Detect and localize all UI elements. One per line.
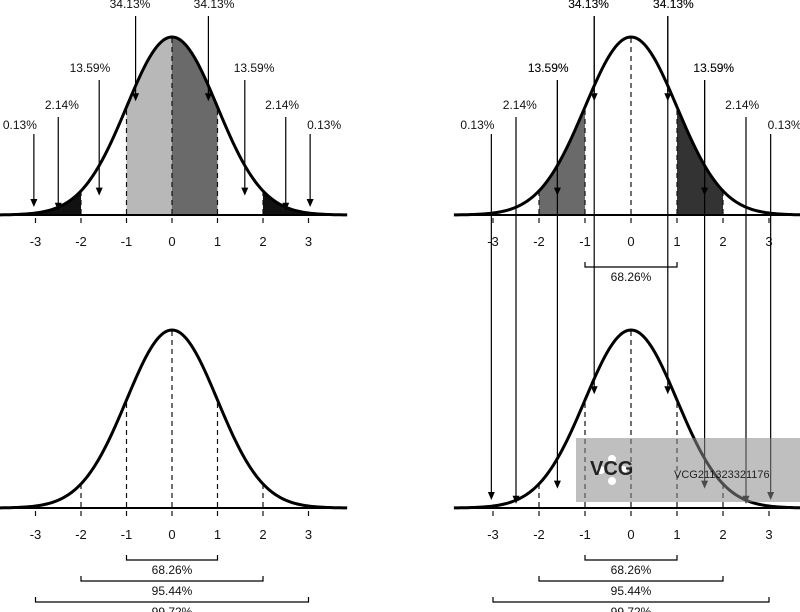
watermark-logo-icon: [597, 455, 627, 485]
chart-panel-top-right: -3 -2 -1 0 1 2 3 13.59% 34.13% 34.13% 13.59% 68.26%: [453, 0, 800, 284]
x-tick-label: 3: [305, 527, 312, 542]
x-tick-label: -1: [579, 527, 591, 542]
annotation-arrowhead: [487, 492, 495, 500]
percent-annotation: 2.14%: [45, 98, 79, 112]
chart-panel-bottom-left: -3 -2 -1 0 1 2 3 68.26% 95.44% 99.72%: [0, 328, 348, 612]
x-tick-label: 0: [627, 527, 634, 542]
x-tick-label: -3: [30, 527, 42, 542]
range-bracket-label: 95.44%: [152, 584, 193, 598]
range-bracket-label: 95.44%: [611, 584, 652, 598]
x-tick-label: 2: [259, 234, 266, 249]
x-tick-label: -2: [75, 234, 87, 249]
percent-annotation: 34.13%: [653, 0, 694, 11]
x-tick-label: 0: [168, 234, 175, 249]
annotation-arrowhead: [664, 386, 672, 395]
x-tick-label: 1: [214, 527, 221, 542]
range-bracket: [34, 597, 310, 603]
percent-annotation: 0.13%: [307, 118, 341, 132]
percent-annotation: 0.13%: [460, 118, 494, 132]
x-tick-label: 3: [765, 234, 772, 249]
range-bracket-label: 68.26%: [611, 270, 652, 284]
x-tick-label: -3: [487, 527, 499, 542]
annotation-arrowhead: [204, 93, 212, 102]
percent-annotation: 34.13%: [194, 0, 235, 11]
percent-annotation: 13.59%: [693, 61, 734, 75]
percent-annotation: 13.59%: [234, 61, 275, 75]
watermark-caption: VCG211323321176: [674, 469, 770, 481]
percent-annotation: 0.13%: [768, 118, 800, 132]
x-tick-label: 0: [627, 234, 634, 249]
shaded-band: [35, 190, 81, 215]
percent-annotation: 13.59%: [693, 61, 734, 75]
bell-curve-line: [453, 35, 800, 217]
percent-annotation: 34.13%: [568, 0, 609, 11]
x-tick-label: 1: [214, 234, 221, 249]
bell-curve-line: [0, 35, 348, 217]
x-tick-label: -1: [121, 234, 133, 249]
annotation-arrowhead: [95, 187, 103, 196]
percent-annotation: 2.14%: [265, 98, 299, 112]
percent-annotation: 0.13%: [3, 118, 37, 132]
range-bracket: [80, 576, 264, 582]
range-bracket: [584, 555, 678, 561]
x-tick-label: 3: [765, 527, 772, 542]
x-tick-label: -2: [75, 527, 87, 542]
annotation-arrowhead: [30, 199, 38, 207]
range-bracket: [492, 597, 770, 603]
watermark: VCG VCG211323321176: [576, 438, 800, 502]
range-bracket: [538, 576, 724, 582]
x-tick-label: 1: [673, 234, 680, 249]
annotation-arrowhead: [553, 480, 561, 489]
annotation-arrowhead: [512, 495, 520, 504]
percent-annotation: 13.59%: [70, 61, 111, 75]
range-bracket-label: 68.26%: [152, 563, 193, 577]
shaded-band: [126, 37, 172, 215]
bell-curve-line: [0, 328, 348, 510]
percent-annotation: 34.13%: [653, 0, 694, 11]
x-tick-label: 2: [719, 527, 726, 542]
x-tick-label: -2: [533, 527, 545, 542]
annotation-arrowhead: [132, 93, 140, 102]
x-tick-label: -1: [121, 527, 133, 542]
percent-annotation: 34.13%: [110, 0, 151, 11]
shaded-band: [263, 190, 309, 215]
range-bracket-label: 68.26%: [611, 563, 652, 577]
percent-annotation: 13.59%: [528, 61, 569, 75]
chart-panel-top-left: -3 -2 -1 0 1 2 3 0.13% 2.14% 13.59% 34.13% 34.13% 13…: [0, 0, 348, 249]
annotation-arrowhead: [241, 187, 249, 196]
annotation-arrowhead: [282, 202, 290, 211]
range-bracket-label: 99.72%: [611, 605, 652, 612]
percent-annotation: 2.14%: [503, 98, 537, 112]
x-tick-label: 0: [168, 527, 175, 542]
range-bracket: [584, 262, 678, 268]
x-tick-label: 3: [305, 234, 312, 249]
x-tick-label: 2: [719, 234, 726, 249]
watermark-band: [576, 438, 800, 502]
annotation-arrowhead: [306, 199, 314, 207]
shaded-band: [172, 37, 218, 215]
annotation-arrowhead: [590, 386, 598, 395]
x-tick-label: -1: [579, 234, 591, 249]
range-bracket-label: 99.72%: [152, 605, 193, 612]
percent-annotation: 2.14%: [725, 98, 759, 112]
percent-annotation: 34.13%: [568, 0, 609, 11]
x-tick-label: -3: [30, 234, 42, 249]
percent-annotation: 13.59%: [528, 61, 569, 75]
annotation-arrowhead: [54, 202, 62, 211]
x-tick-label: -2: [533, 234, 545, 249]
watermark-brand: VCG: [590, 458, 633, 480]
range-bracket: [125, 555, 219, 561]
chart-panel-bottom-right: -3 -2 -1 0 1 2 30.13%2.14%13.59%34.13% 34.13%13…: [453, 0, 800, 612]
x-tick-label: -3: [487, 234, 499, 249]
x-tick-label: 2: [259, 527, 266, 542]
x-tick-label: 1: [673, 527, 680, 542]
